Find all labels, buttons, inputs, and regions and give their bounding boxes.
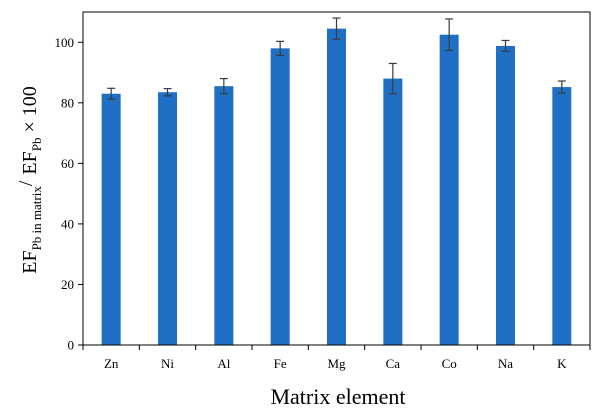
y-axis-title-slash: / xyxy=(15,180,37,186)
x-tick-label-na: Na xyxy=(498,356,513,371)
bar-ni xyxy=(158,92,177,346)
y-tick-label: 100 xyxy=(55,35,75,50)
x-tick-label-al: Al xyxy=(217,356,230,371)
x-tick-label-ni: Ni xyxy=(161,356,174,371)
x-tick-label-mg: Mg xyxy=(327,356,346,371)
bar-mg xyxy=(327,28,346,346)
y-tick-label: 80 xyxy=(61,95,74,110)
bar-al xyxy=(214,86,234,345)
y-tick-label: 0 xyxy=(68,338,75,353)
x-tick-label-fe: Fe xyxy=(274,356,287,371)
y-axis-title-sub-1: Pb in matrix xyxy=(29,186,44,251)
y-tick-label: 40 xyxy=(61,216,74,231)
bar-na xyxy=(496,45,515,345)
x-tick-label-k: K xyxy=(557,356,567,371)
x-tick-label-co: Co xyxy=(442,356,457,371)
y-axis-title-suffix: × 100 xyxy=(19,86,41,132)
bar-zn xyxy=(101,93,121,346)
y-axis-title-sub-2: Pb xyxy=(29,138,44,152)
y-axis: 0 20 40 60 80 100 xyxy=(55,35,83,353)
bar-fe xyxy=(270,48,290,346)
x-tick-label-zn: Zn xyxy=(104,356,119,371)
error-bars-group xyxy=(107,17,566,100)
y-axis-title: EFPb in matrix/EFPb× 100 xyxy=(15,86,44,274)
x-axis: Zn Ni Al Fe Mg Ca Co Na K xyxy=(82,345,591,371)
bar-co xyxy=(439,34,459,346)
y-axis-title-main-2: EF xyxy=(19,151,41,174)
bar-ca xyxy=(383,78,403,345)
plot-area-frame xyxy=(82,11,591,346)
x-axis-title: Matrix element xyxy=(270,384,405,409)
x-tick-label-ca: Ca xyxy=(386,356,401,371)
y-axis-title-main-1: EF xyxy=(19,250,41,273)
bar-k xyxy=(552,87,572,346)
y-tick-label: 60 xyxy=(61,156,74,171)
bars-group xyxy=(101,28,572,346)
y-tick-label: 20 xyxy=(61,277,74,292)
